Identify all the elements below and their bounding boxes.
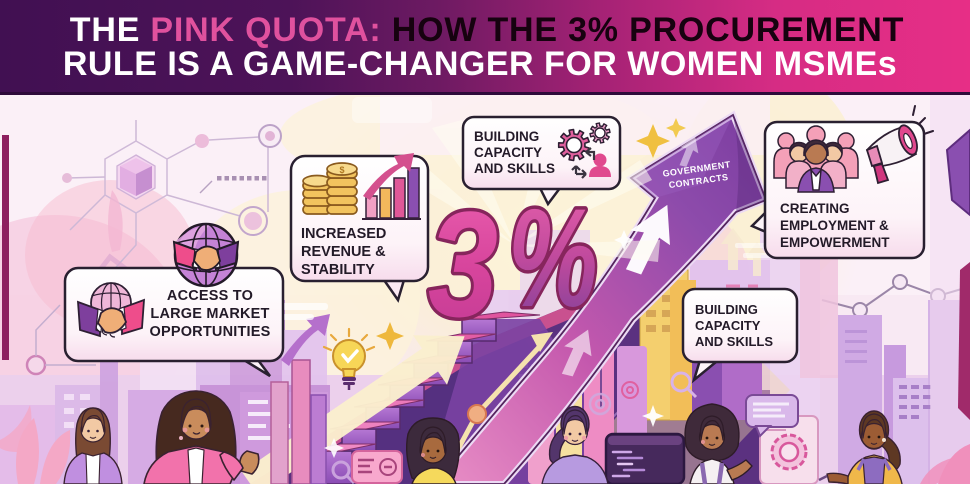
svg-text:3: 3 — [428, 182, 498, 349]
svg-text:THE PINK QUOTA: HOW THE 3% PRO: THE PINK QUOTA: HOW THE 3% PROCUREMENT — [70, 11, 904, 49]
svg-text:STABILITY: STABILITY — [301, 262, 375, 278]
svg-text:RULE IS A GAME-CHANGER FOR WOM: RULE IS A GAME-CHANGER FOR WOMEN MSMEs — [63, 45, 897, 83]
svg-text:BUILDING: BUILDING — [695, 302, 758, 317]
svg-text:EMPLOYMENT &: EMPLOYMENT & — [780, 218, 889, 233]
svg-text:CAPACITY: CAPACITY — [474, 145, 542, 160]
svg-text:EMPOWERMENT: EMPOWERMENT — [780, 235, 890, 250]
svg-text:CREATING: CREATING — [780, 201, 850, 216]
svg-text:ACCESS TO: ACCESS TO — [167, 288, 253, 304]
svg-text:INCREASED: INCREASED — [301, 226, 386, 242]
svg-text:AND SKILLS: AND SKILLS — [695, 334, 773, 349]
svg-text:REVENUE &: REVENUE & — [301, 244, 386, 260]
svg-text:BUILDING: BUILDING — [474, 129, 539, 144]
svg-text:%: % — [508, 180, 598, 336]
svg-text:$: $ — [339, 165, 344, 175]
svg-text:AND SKILLS: AND SKILLS — [474, 161, 555, 176]
svg-text:CAPACITY: CAPACITY — [695, 318, 761, 333]
svg-text:LARGE MARKET: LARGE MARKET — [150, 306, 269, 322]
svg-text:OPPORTUNITIES: OPPORTUNITIES — [149, 324, 270, 340]
